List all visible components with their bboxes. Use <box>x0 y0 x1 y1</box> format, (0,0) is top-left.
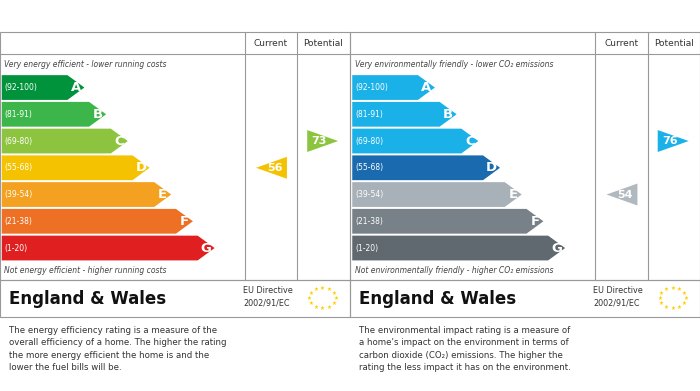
Text: ★: ★ <box>659 301 664 306</box>
Text: A: A <box>71 81 81 94</box>
Polygon shape <box>352 182 522 207</box>
Text: (1-20): (1-20) <box>4 244 28 253</box>
Text: ★: ★ <box>671 306 676 311</box>
Text: ★: ★ <box>332 291 336 296</box>
Polygon shape <box>352 236 565 260</box>
Text: 76: 76 <box>662 136 678 146</box>
Text: ★: ★ <box>332 301 336 306</box>
Text: ★: ★ <box>320 306 325 311</box>
Polygon shape <box>256 157 287 179</box>
Polygon shape <box>606 183 638 206</box>
Text: ★: ★ <box>327 287 332 292</box>
Text: ★: ★ <box>657 296 662 301</box>
Text: B: B <box>443 108 453 121</box>
Text: The environmental impact rating is a measure of
a home's impact on the environme: The environmental impact rating is a mea… <box>359 326 571 372</box>
Text: (69-80): (69-80) <box>355 136 383 145</box>
Text: ★: ★ <box>677 305 682 310</box>
Polygon shape <box>352 209 543 234</box>
Text: (69-80): (69-80) <box>4 136 33 145</box>
Polygon shape <box>1 209 193 234</box>
Text: B: B <box>92 108 103 121</box>
Text: ★: ★ <box>314 305 318 310</box>
Text: 73: 73 <box>312 136 327 146</box>
Text: Not environmentally friendly - higher CO₂ emissions: Not environmentally friendly - higher CO… <box>355 266 553 275</box>
Text: E: E <box>509 188 518 201</box>
Text: ★: ★ <box>684 296 689 301</box>
Text: (39-54): (39-54) <box>355 190 384 199</box>
Text: England & Wales: England & Wales <box>8 289 166 307</box>
Text: Potential: Potential <box>303 39 343 48</box>
Text: ★: ★ <box>682 291 687 296</box>
Text: (81-91): (81-91) <box>355 110 383 119</box>
Text: ★: ★ <box>333 296 338 301</box>
Text: (81-91): (81-91) <box>4 110 32 119</box>
Text: ★: ★ <box>307 296 312 301</box>
Text: Not energy efficient - higher running costs: Not energy efficient - higher running co… <box>4 266 167 275</box>
Polygon shape <box>1 129 128 153</box>
Text: C: C <box>115 135 124 147</box>
Polygon shape <box>1 182 172 207</box>
Text: (92-100): (92-100) <box>355 83 388 92</box>
Polygon shape <box>1 155 150 180</box>
Text: D: D <box>486 161 497 174</box>
Polygon shape <box>352 129 478 153</box>
Text: ★: ★ <box>664 287 668 292</box>
Text: (21-38): (21-38) <box>355 217 383 226</box>
Text: D: D <box>136 161 146 174</box>
Text: ★: ★ <box>682 301 687 306</box>
Polygon shape <box>1 75 85 100</box>
Text: ★: ★ <box>677 287 682 292</box>
Text: Very environmentally friendly - lower CO₂ emissions: Very environmentally friendly - lower CO… <box>355 60 553 69</box>
Text: Environmental Impact (CO₂) Rating: Environmental Impact (CO₂) Rating <box>359 9 606 23</box>
Text: C: C <box>465 135 475 147</box>
Polygon shape <box>352 155 500 180</box>
Text: F: F <box>180 215 189 228</box>
Text: G: G <box>201 242 211 255</box>
Text: Current: Current <box>604 39 638 48</box>
Text: Very energy efficient - lower running costs: Very energy efficient - lower running co… <box>4 60 167 69</box>
Text: ★: ★ <box>320 286 325 291</box>
Text: ★: ★ <box>309 291 314 296</box>
Polygon shape <box>658 130 689 152</box>
Text: The energy efficiency rating is a measure of the
overall efficiency of a home. T: The energy efficiency rating is a measur… <box>8 326 226 372</box>
Text: ★: ★ <box>309 301 314 306</box>
Polygon shape <box>1 102 106 127</box>
Polygon shape <box>1 236 215 260</box>
Text: (1-20): (1-20) <box>355 244 378 253</box>
Text: Energy Efficiency Rating: Energy Efficiency Rating <box>8 9 181 23</box>
Text: (92-100): (92-100) <box>4 83 37 92</box>
Text: (39-54): (39-54) <box>4 190 33 199</box>
Text: ★: ★ <box>314 287 318 292</box>
Text: F: F <box>531 215 540 228</box>
Text: ★: ★ <box>671 286 676 291</box>
Text: EU Directive
2002/91/EC: EU Directive 2002/91/EC <box>594 286 643 307</box>
Text: 54: 54 <box>617 190 633 199</box>
Text: Potential: Potential <box>654 39 694 48</box>
Text: ★: ★ <box>664 305 668 310</box>
Text: (21-38): (21-38) <box>4 217 32 226</box>
Text: G: G <box>551 242 562 255</box>
Text: 56: 56 <box>267 163 283 173</box>
Text: England & Wales: England & Wales <box>359 289 517 307</box>
Text: ★: ★ <box>327 305 332 310</box>
Text: (55-68): (55-68) <box>4 163 33 172</box>
Text: E: E <box>158 188 167 201</box>
Text: ★: ★ <box>659 291 664 296</box>
Polygon shape <box>307 130 338 152</box>
Text: A: A <box>421 81 431 94</box>
Polygon shape <box>352 102 456 127</box>
Text: EU Directive
2002/91/EC: EU Directive 2002/91/EC <box>243 286 293 307</box>
Polygon shape <box>352 75 435 100</box>
Text: Current: Current <box>254 39 288 48</box>
Text: (55-68): (55-68) <box>355 163 383 172</box>
